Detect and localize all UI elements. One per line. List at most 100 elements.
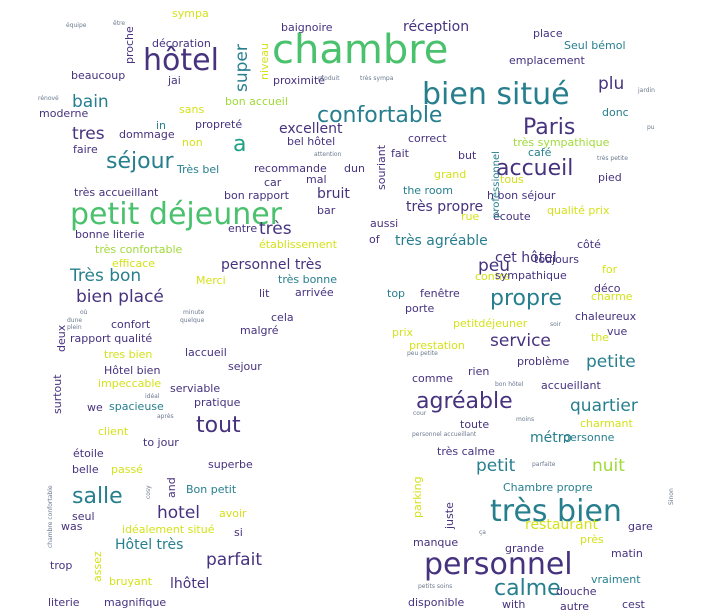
word-lhotel: lhôtel — [170, 576, 210, 592]
word-porte: porte — [405, 302, 435, 315]
word-professionnel: professionnel — [491, 151, 502, 218]
word-dun: dun — [344, 162, 365, 175]
word-cote: côté — [577, 238, 601, 251]
word-tous: tous — [500, 173, 524, 186]
word-seul: seul — [72, 510, 95, 523]
word-qualite-prix: qualité prix — [547, 204, 610, 217]
word-apres: après — [157, 413, 174, 420]
word-tres-confortable: très confortable — [95, 243, 183, 256]
word-merci: Merci — [196, 274, 226, 287]
word-quartier: quartier — [570, 396, 638, 416]
word-gare: gare — [628, 520, 653, 533]
word-entre: entre — [228, 222, 258, 235]
word-cafe: café — [528, 146, 552, 159]
word-with: with — [502, 598, 526, 611]
word-client: client — [98, 425, 129, 438]
word-tres-petite: très petite — [597, 155, 628, 162]
word-accueil: accueil — [496, 156, 574, 181]
word-quelque: quelque — [180, 317, 205, 324]
word-toujours: toujours — [534, 253, 580, 266]
word-the-room: the room — [403, 184, 454, 197]
word-lit: lit — [259, 287, 270, 300]
word-but: but — [458, 149, 477, 162]
word-hotel-2: hotel — [157, 503, 201, 523]
word-confort: confort — [111, 318, 151, 331]
word-salle: salle — [72, 484, 123, 509]
word-douche: douche — [556, 585, 597, 598]
word-disponible: disponible — [408, 596, 465, 609]
word-bain: bain — [72, 92, 109, 112]
word-tres: très — [259, 219, 292, 239]
word-petit: petit — [476, 456, 516, 476]
word-bon-accueil: bon accueil — [225, 95, 288, 108]
word-parfaite: parfaite — [532, 461, 556, 468]
word-prix: prix — [392, 326, 414, 339]
word-bien-situe: bien situé — [422, 77, 570, 112]
word-minute: minute — [183, 309, 205, 316]
word-cest: cest — [622, 598, 645, 611]
word-tres-2: tres — [72, 124, 105, 144]
word-tres-bel: Très bel — [177, 163, 220, 176]
word-tres-sympa: très sympa — [360, 75, 394, 82]
word-cosy: cosy — [145, 485, 152, 499]
word-faire: faire — [73, 143, 98, 156]
word-sympathique: sympathique — [495, 269, 567, 282]
word-vraiment: vraiment — [591, 573, 641, 586]
word-fenetre: fenêtre — [420, 287, 460, 300]
word-parking: parking — [411, 476, 424, 518]
word-h-bon-sejour: h bon séjour — [487, 189, 556, 202]
word-plein: plein — [67, 324, 82, 331]
word-a: a — [233, 132, 247, 157]
word-mal: mal — [306, 173, 327, 186]
word-peu-petite: peu petite — [407, 350, 438, 357]
word-propre: propre — [490, 286, 563, 311]
word-of: of — [369, 233, 380, 246]
word-restaurant: restaurant — [525, 517, 598, 533]
word-petite: petite — [586, 352, 636, 372]
word-chambre-propre: Chambre propre — [503, 481, 593, 494]
word-toute: toute — [460, 418, 490, 431]
word-vue: vue — [607, 325, 628, 338]
word-trop: trop — [50, 559, 73, 572]
word-tres-calme: très calme — [437, 445, 495, 458]
word-pied: pied — [598, 171, 622, 184]
word-etablissement: établissement — [259, 238, 337, 251]
word-hotel: hôtel — [143, 43, 219, 78]
word-jai: jai — [168, 74, 181, 87]
word-top: top — [387, 287, 406, 300]
word-spacieuse: spacieuse — [109, 400, 164, 413]
word-bon-petit: Bon petit — [186, 483, 237, 496]
word-ideal-situe: idéalement situé — [122, 523, 215, 536]
word-assez: assez — [91, 551, 104, 582]
word-emplacement: emplacement — [509, 54, 585, 67]
word-sans: sans — [179, 103, 205, 116]
word-non: non — [182, 136, 203, 149]
word-petits-soins: petits soins — [418, 583, 453, 590]
word-dommage: dommage — [119, 128, 175, 141]
word-pres: près — [580, 533, 604, 546]
word-dune: dune — [67, 317, 83, 324]
word-bien-place: bien placé — [76, 287, 164, 307]
word-donc: donc — [602, 106, 629, 119]
word-calme: calme — [494, 576, 561, 601]
word-prestation: prestation — [409, 339, 465, 352]
word-service: service — [490, 331, 551, 351]
word-aussi: aussi — [370, 217, 399, 230]
word-sympa: sympa — [172, 7, 209, 20]
word-etoile: étoile — [73, 447, 104, 460]
word-in: in — [156, 119, 167, 132]
word-tres-bien: très bien — [490, 494, 622, 529]
word-probleme: problème — [517, 355, 570, 368]
word-for: for — [602, 263, 618, 276]
word-bel-hotel: bel hôtel — [287, 135, 336, 148]
word-proximite: proximité — [273, 74, 326, 87]
word-cet-hotel: cet hôtel — [495, 250, 557, 266]
word-metro: métro — [530, 430, 572, 446]
word-bruyant: bruyant — [109, 575, 153, 588]
word-tres-accueillant: très accueillant — [74, 186, 159, 199]
word-chaleureux: chaleureux — [575, 310, 637, 323]
word-nuit: nuit — [592, 456, 625, 476]
word-super: super — [232, 44, 252, 92]
word-sinon: Sinon — [668, 488, 675, 505]
